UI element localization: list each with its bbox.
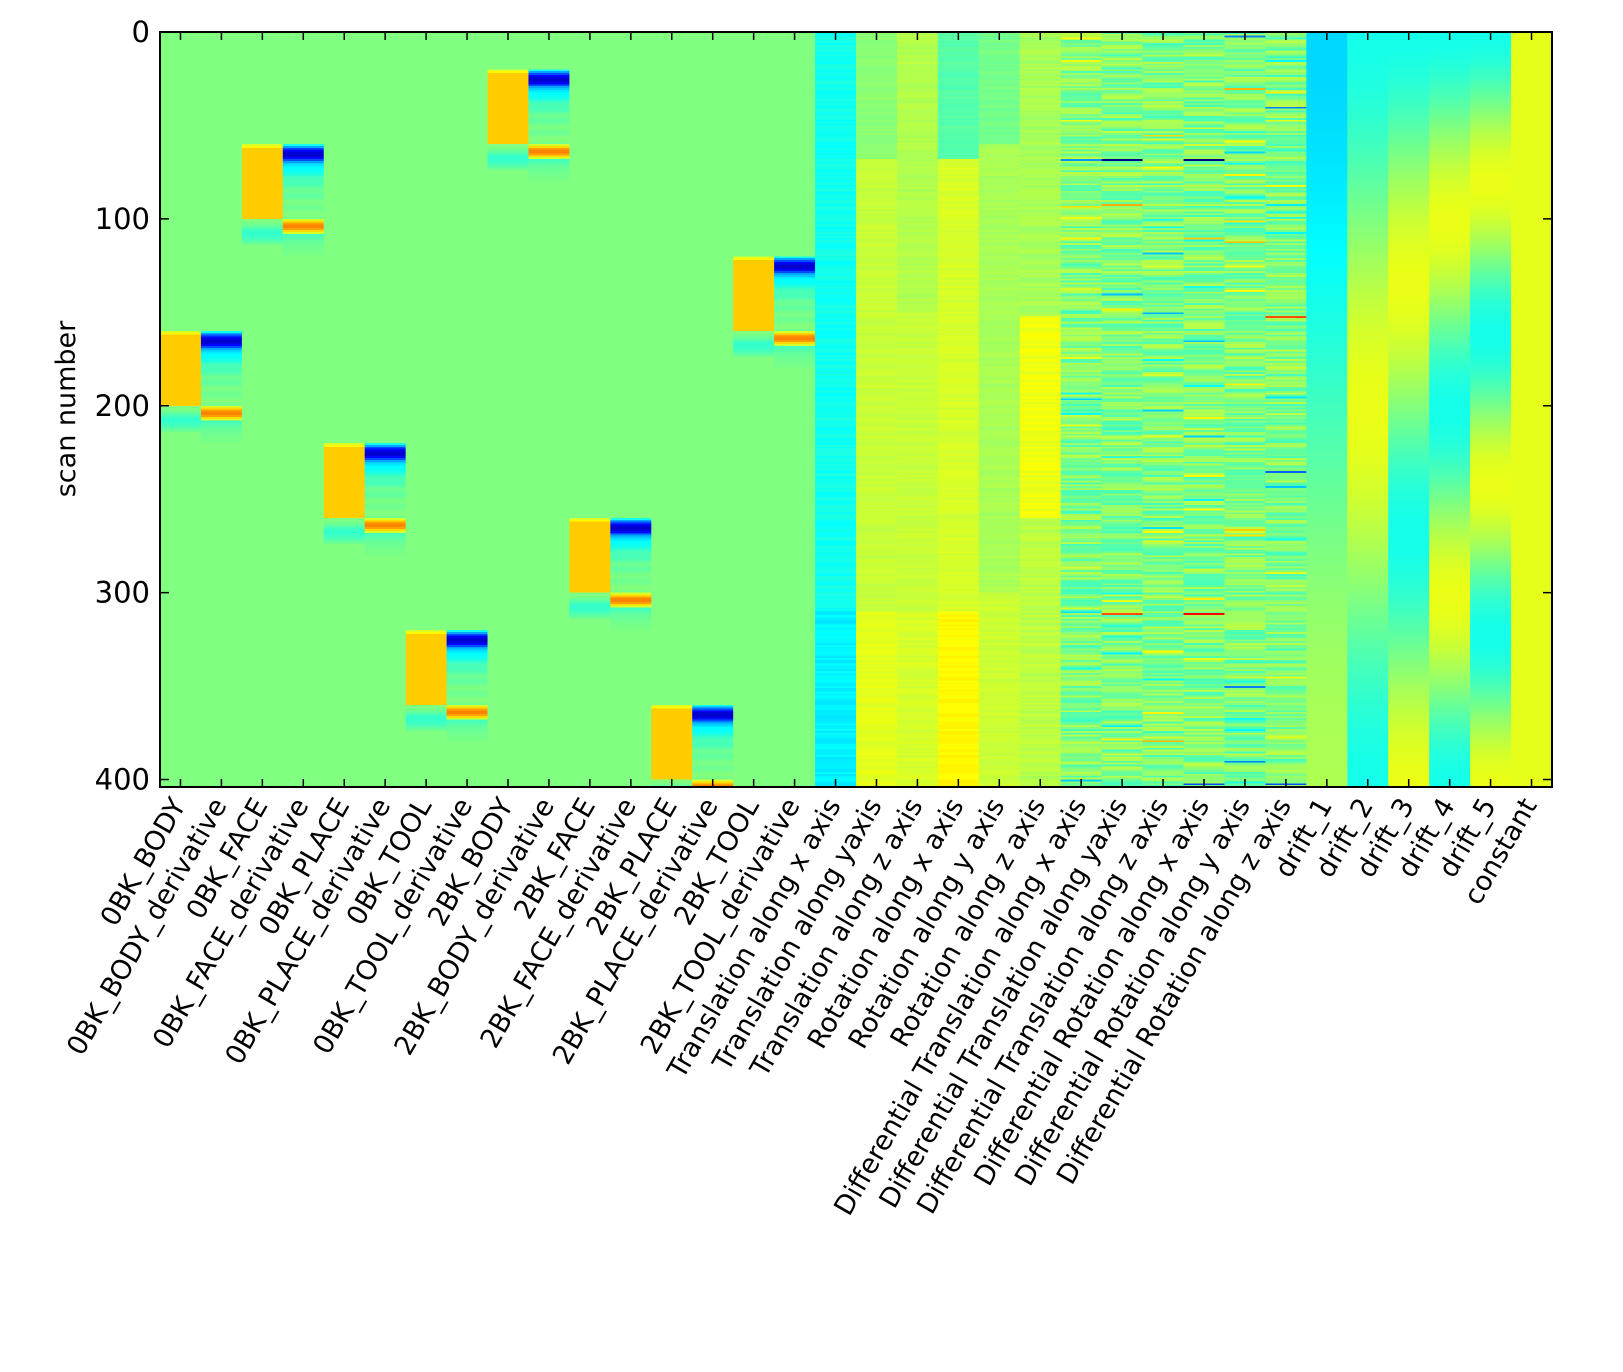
heatmap-column-29 — [1347, 32, 1389, 787]
heatmap-column-5 — [364, 32, 407, 787]
y-axis-label: scan number — [51, 320, 82, 497]
heatmap-column-15 — [774, 32, 816, 787]
heatmap-column-18 — [896, 32, 939, 787]
heatmap-column-17 — [856, 32, 898, 787]
heatmap-column-19 — [937, 32, 980, 787]
heatmap-cells — [160, 32, 1553, 787]
heatmap-column-3 — [282, 32, 325, 787]
plot-frame — [159, 31, 1553, 788]
heatmap-column-32 — [1470, 32, 1512, 787]
heatmap-column-12 — [651, 32, 693, 787]
heatmap-column-30 — [1388, 32, 1430, 787]
heatmap-column-4 — [323, 32, 366, 787]
heatmap-column-20 — [978, 32, 1021, 787]
heatmap-column-13 — [692, 32, 734, 787]
heatmap-column-25 — [1183, 32, 1226, 787]
heatmap-column-6 — [405, 32, 448, 787]
heatmap-column-22 — [1060, 32, 1103, 787]
heatmap-column-14 — [733, 32, 775, 787]
heatmap-column-9 — [528, 32, 571, 787]
heatmap-column-21 — [1019, 32, 1062, 787]
axis-ticks — [160, 31, 1552, 787]
y-tick-label: 400 — [95, 763, 150, 797]
heatmap-column-27 — [1265, 32, 1307, 787]
y-tick-label: 0 — [132, 15, 150, 49]
heatmap-column-23 — [1101, 32, 1144, 787]
heatmap-column-31 — [1429, 32, 1471, 787]
heatmap-column-7 — [446, 32, 489, 787]
heatmap-column-33 — [1511, 32, 1553, 787]
heatmap-column-16 — [815, 32, 857, 787]
y-tick-label: 200 — [95, 389, 150, 423]
y-tick-labels: 0 100 200 300 400 — [95, 15, 150, 797]
heatmap-column-1 — [200, 32, 243, 787]
heatmap-column-11 — [610, 32, 652, 787]
heatmap-column-26 — [1224, 32, 1267, 787]
heatmap-column-10 — [569, 32, 611, 787]
heatmap-column-8 — [487, 32, 530, 787]
y-tick-label: 300 — [95, 576, 150, 610]
y-tick-label: 100 — [95, 202, 150, 236]
heatmap-column-24 — [1142, 32, 1185, 787]
heatmap-column-28 — [1306, 32, 1348, 787]
heatmap-column-2 — [241, 32, 284, 787]
heatmap-column-0 — [160, 32, 202, 787]
x-tick-labels: 0BK_BODY0BK_BODY_derivative0BK_FACE0BK_F… — [61, 793, 1543, 1221]
